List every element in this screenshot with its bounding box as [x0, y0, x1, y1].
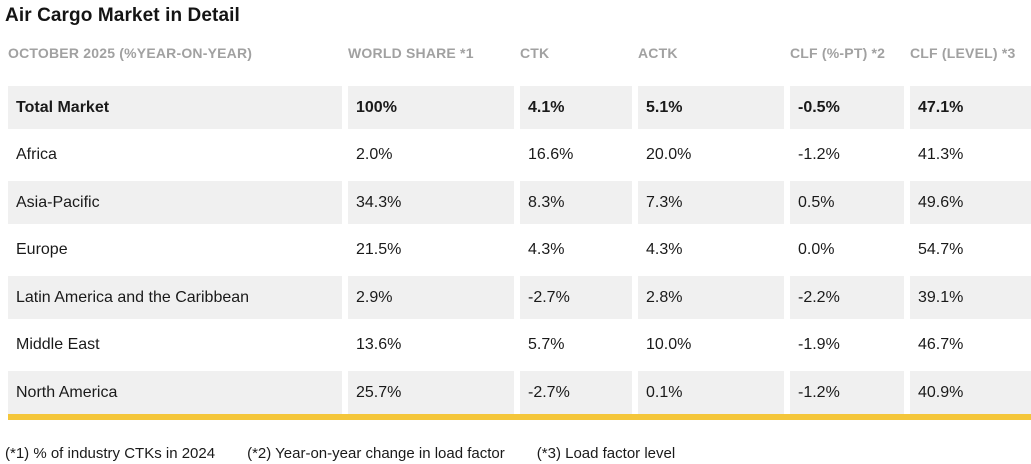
- table-cell: -2.2%: [790, 276, 904, 319]
- page-title: Air Cargo Market in Detail: [5, 5, 240, 26]
- footnote-2: (*2) Year-on-year change in load factor: [247, 445, 505, 462]
- yellow-accent-bar: [8, 414, 1031, 420]
- table-cell: 13.6%: [356, 336, 402, 353]
- table-cell: 40.9%: [910, 371, 1031, 414]
- table-cell: 4.3%: [528, 241, 565, 258]
- table-cell: 0.5%: [790, 181, 904, 224]
- table-body: Total Market 100% 4.1% 5.1% -0.5% 47.1% …: [8, 86, 1031, 414]
- table-cell: 39.1%: [910, 276, 1031, 319]
- market-table: OCTOBER 2025 (%YEAR-ON-YEAR) WORLD SHARE…: [8, 45, 1031, 420]
- table-row-asia-pacific: Asia-Pacific 34.3% 8.3% 7.3% 0.5% 49.6%: [8, 181, 1031, 224]
- table-cell: 16.6%: [528, 146, 574, 163]
- table-cell: 0.1%: [638, 371, 784, 414]
- table-cell: 2.9%: [348, 276, 514, 319]
- table-cell: 34.3%: [348, 181, 514, 224]
- table-cell: 41.3%: [918, 146, 964, 163]
- column-header-period: OCTOBER 2025 (%YEAR-ON-YEAR): [8, 45, 253, 61]
- table-cell: 54.7%: [918, 241, 964, 258]
- table-cell: -2.7%: [520, 371, 632, 414]
- row-label: Latin America and the Caribbean: [8, 276, 342, 319]
- table-cell: 10.0%: [646, 336, 692, 353]
- table-cell: 46.7%: [918, 336, 964, 353]
- table-row-europe: Europe 21.5% 4.3% 4.3% 0.0% 54.7%: [8, 229, 1031, 272]
- table-cell: 8.3%: [520, 181, 632, 224]
- table-cell: 100%: [348, 86, 514, 129]
- footnote-3: (*3) Load factor level: [536, 445, 676, 462]
- row-label: Asia-Pacific: [8, 181, 342, 224]
- table-header-row: OCTOBER 2025 (%YEAR-ON-YEAR) WORLD SHARE…: [8, 45, 1031, 61]
- table-cell: 47.1%: [910, 86, 1031, 129]
- table-cell: 0.0%: [798, 241, 835, 258]
- table-cell: -0.5%: [790, 86, 904, 129]
- table-cell: 25.7%: [348, 371, 514, 414]
- table-cell: 21.5%: [356, 241, 402, 258]
- table-cell: 5.1%: [638, 86, 784, 129]
- column-header-world-share: WORLD SHARE *1: [348, 45, 474, 61]
- column-header-ctk: CTK: [520, 45, 550, 61]
- table-row-africa: Africa 2.0% 16.6% 20.0% -1.2% 41.3%: [8, 134, 1031, 177]
- table-cell: 4.3%: [646, 241, 683, 258]
- table-cell: -1.2%: [790, 371, 904, 414]
- table-row-middle-east: Middle East 13.6% 5.7% 10.0% -1.9% 46.7%: [8, 324, 1031, 367]
- table-cell: 4.1%: [520, 86, 632, 129]
- row-label: Europe: [16, 241, 68, 258]
- column-header-clf-pt: CLF (%-PT) *2: [790, 45, 886, 61]
- footnote-1: (*1) % of industry CTKs in 2024: [5, 445, 216, 462]
- table-cell: -2.7%: [520, 276, 632, 319]
- table-row-north-america: North America 25.7% -2.7% 0.1% -1.2% 40.…: [8, 371, 1031, 414]
- table-cell: 7.3%: [638, 181, 784, 224]
- row-label: Africa: [16, 146, 57, 163]
- row-label: North America: [8, 371, 342, 414]
- table-cell: 20.0%: [646, 146, 692, 163]
- table-cell: -1.9%: [798, 336, 840, 353]
- air-cargo-market-table-figure: Air Cargo Market in Detail OCTOBER 2025 …: [0, 4, 1031, 464]
- table-row-total-market: Total Market 100% 4.1% 5.1% -0.5% 47.1%: [8, 86, 1031, 129]
- table-row-latin-america: Latin America and the Caribbean 2.9% -2.…: [8, 276, 1031, 319]
- row-label: Middle East: [16, 336, 100, 353]
- footnotes: (*1) % of industry CTKs in 2024 (*2) Year…: [5, 445, 1031, 463]
- row-label: Total Market: [8, 86, 342, 129]
- table-cell: 49.6%: [910, 181, 1031, 224]
- column-header-clf-level: CLF (LEVEL) *3: [910, 45, 1016, 61]
- table-cell: -1.2%: [798, 146, 840, 163]
- table-cell: 2.8%: [638, 276, 784, 319]
- column-header-actk: ACTK: [638, 45, 678, 61]
- table-cell: 5.7%: [528, 336, 565, 353]
- table-cell: 2.0%: [356, 146, 393, 163]
